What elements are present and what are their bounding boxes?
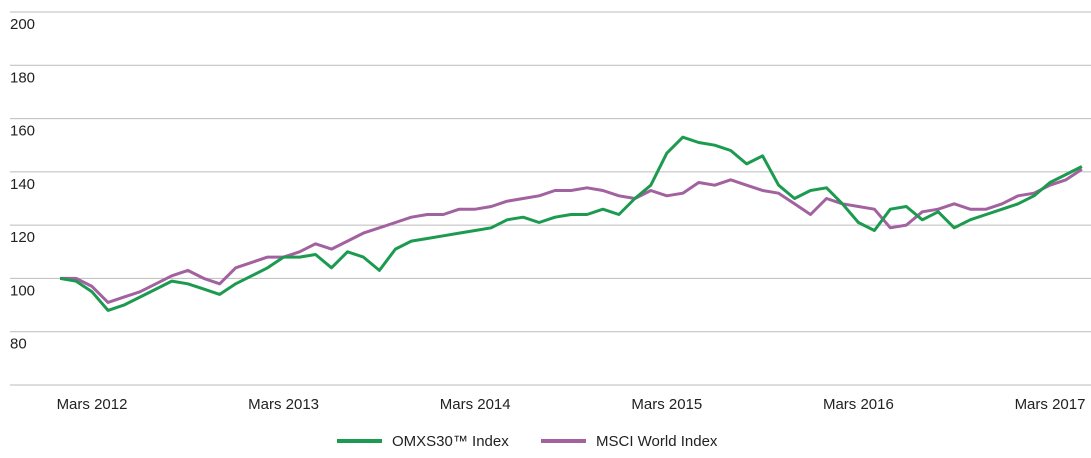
y-tick-label: 80 xyxy=(10,336,27,353)
y-tick-label: 100 xyxy=(10,282,35,299)
x-tick-label: Mars 2014 xyxy=(440,396,511,413)
x-tick-label: Mars 2017 xyxy=(1015,396,1086,413)
y-tick-label: 120 xyxy=(10,229,35,246)
y-tick-label: 180 xyxy=(10,69,35,86)
y-tick-label: 200 xyxy=(10,16,35,33)
y-tick-label: 160 xyxy=(10,123,35,140)
series-line xyxy=(59,135,1083,312)
x-tick-label: Mars 2015 xyxy=(631,396,702,413)
x-tick-label: Mars 2012 xyxy=(57,396,128,413)
x-tick-label: Mars 2013 xyxy=(248,396,319,413)
x-tick-label: Mars 2016 xyxy=(823,396,894,413)
series-line xyxy=(60,167,1083,304)
legend-label: OMXS30™ Index xyxy=(392,433,509,450)
y-tick-label: 140 xyxy=(10,176,35,193)
legend-label: MSCI World Index xyxy=(596,433,718,450)
